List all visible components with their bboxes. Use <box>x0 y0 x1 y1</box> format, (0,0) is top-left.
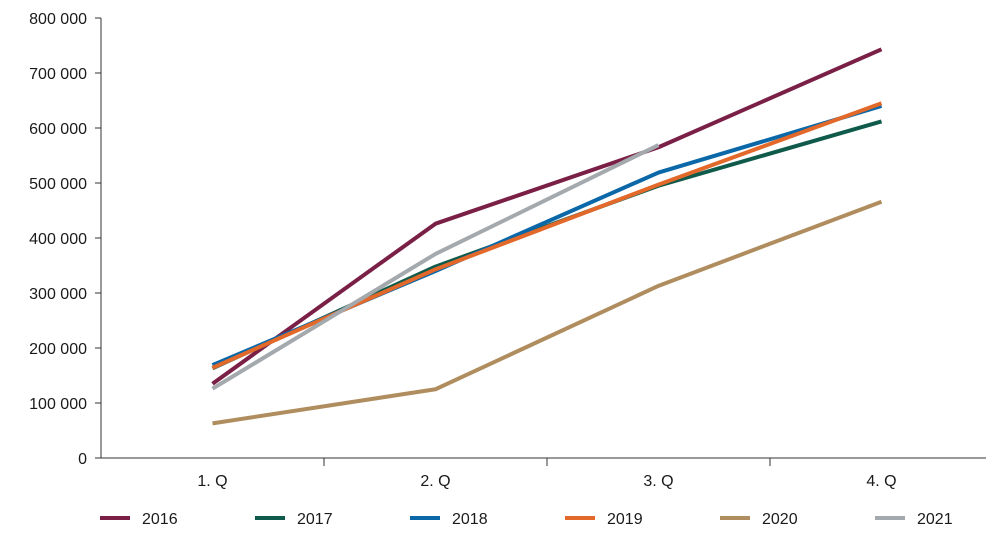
legend-label: 2018 <box>452 511 488 528</box>
x-tick-label: 4. Q <box>866 473 896 490</box>
axes <box>100 18 986 459</box>
y-tick-label: 300 000 <box>29 286 87 303</box>
x-tick-label: 1. Q <box>197 473 227 490</box>
y-tick-label: 400 000 <box>29 231 87 248</box>
legend-label: 2017 <box>297 511 333 528</box>
legend-item-2020: 2020 <box>720 511 798 528</box>
x-tick-label: 2. Q <box>420 473 450 490</box>
series-2020 <box>212 199 883 426</box>
y-axis-ticks: 0 100 000 200 000 300 000 400 000 500 000 600 … <box>29 11 101 468</box>
legend-item-2017: 2017 <box>255 511 333 528</box>
y-tick-label: 200 000 <box>29 341 87 358</box>
legend-item-2019: 2019 <box>565 511 643 528</box>
y-tick-label: 700 000 <box>29 66 87 83</box>
y-tick-label: 0 <box>78 451 87 468</box>
legend-item-2016: 2016 <box>100 511 178 528</box>
series-lines <box>211 47 883 426</box>
series-line <box>211 101 883 370</box>
legend: 2016 2017 2018 2019 2020 2021 <box>100 511 953 528</box>
y-tick-label: 600 000 <box>29 121 87 138</box>
series-2019 <box>211 101 883 370</box>
legend-item-2018: 2018 <box>410 511 488 528</box>
series-line <box>211 47 883 386</box>
legend-label: 2016 <box>142 511 178 528</box>
series-2016 <box>211 47 883 386</box>
series-2021 <box>211 143 660 391</box>
series-line <box>212 199 883 426</box>
y-tick-label: 500 000 <box>29 176 87 193</box>
y-tick-label: 100 000 <box>29 396 87 413</box>
y-tick-label: 800 000 <box>29 11 87 28</box>
series-line <box>211 119 883 371</box>
x-tick-label: 3. Q <box>643 473 673 490</box>
series-2017 <box>211 119 883 371</box>
x-axis-ticks: 1. Q 2. Q 3. Q 4. Q <box>197 458 897 490</box>
legend-label: 2020 <box>762 511 798 528</box>
legend-label: 2021 <box>917 511 953 528</box>
legend-item-2021: 2021 <box>875 511 953 528</box>
legend-label: 2019 <box>607 511 643 528</box>
